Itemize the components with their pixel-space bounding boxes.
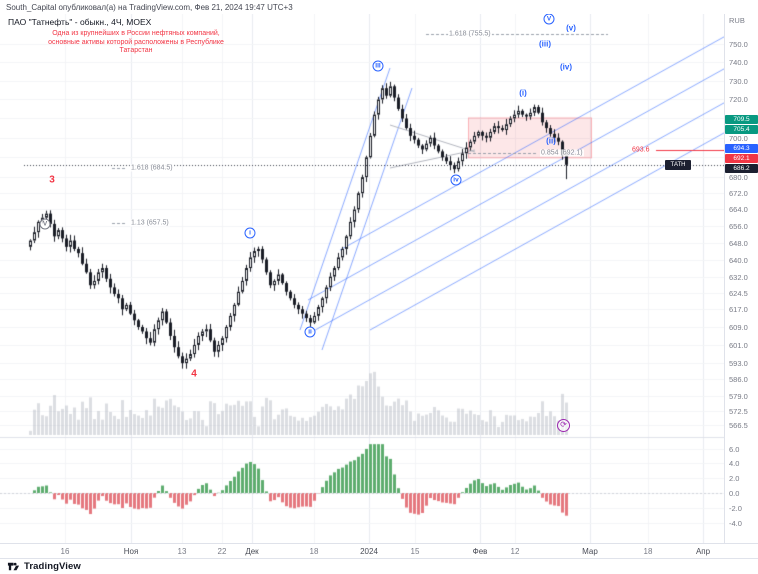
time-axis-label: Мар: [582, 547, 598, 556]
price-tick-label: 601.0: [729, 340, 748, 350]
price-tick-label: 640.0: [729, 255, 748, 265]
price-tick-label: 624.5: [729, 288, 748, 298]
price-tick-label: 740.0: [729, 58, 748, 68]
footer: TradingView: [0, 558, 758, 574]
time-axis-label: Ноя: [123, 547, 139, 556]
price-tick-label: 700.0: [729, 133, 748, 143]
indicator-tick-label: -4.0: [729, 518, 742, 528]
circular-arrow-annotation-icon: ⟳: [557, 419, 570, 432]
price-tick-label: 648.0: [729, 238, 748, 248]
time-axis[interactable]: 16 Ноя 13 22 Дек 18 2024 15 Фев 12 Мар 18 Апр: [0, 543, 758, 558]
time-axis-label: 22: [217, 547, 227, 556]
time-axis-label: 16: [60, 547, 70, 556]
time-axis-label: Дек: [245, 547, 259, 556]
time-axis-label: 18: [643, 547, 653, 556]
symbol-title: ПАО "Татнефть" - обыкн., 4Ч, MOEX: [8, 17, 152, 27]
indicator-tick-label: 4.0: [729, 459, 740, 469]
currency-label: RUB: [729, 16, 745, 25]
price-tick-label: 664.0: [729, 205, 748, 215]
time-axis-label: 18: [309, 547, 319, 556]
description-note: Одна из крупнейших в России нефтяных ком…: [36, 30, 236, 56]
indicator-tick-label: 6.0: [729, 444, 740, 454]
description-note-line-1: Одна из крупнейших в России нефтяных ком…: [52, 30, 220, 37]
price-tick-label: 720.0: [729, 95, 748, 105]
tradingview-logo-icon[interactable]: [7, 560, 20, 573]
time-axis-label: 2024: [360, 547, 378, 556]
price-tick-label: 579.0: [729, 391, 748, 401]
price-tick-label: 609.0: [729, 322, 748, 332]
price-axis[interactable]: RUB 750.0740.0730.0720.0710.0700.0690.06…: [724, 14, 758, 543]
price-badge-692.1: 692.1: [725, 154, 758, 164]
tradingview-wordmark[interactable]: TradingView: [24, 561, 81, 572]
share-header: South_Capital опубликовал(а) на TradingV…: [0, 0, 758, 14]
price-tick-label: 656.0: [729, 221, 748, 231]
price-badge-709.5: 709.5: [725, 114, 758, 124]
time-axis-label: 12: [510, 547, 520, 556]
price-tick-label: 750.0: [729, 40, 748, 49]
indicator-tick-label: 2.0: [729, 474, 740, 484]
indicator-tick-label: 0.0: [729, 489, 740, 498]
indicator-tick-label: -2.0: [729, 503, 742, 513]
price-tick-label: 566.5: [729, 421, 748, 431]
price-tick-label: 586.0: [729, 375, 748, 385]
price-tick-label: 572.5: [729, 406, 748, 416]
price-badge-694.3: 694.3: [725, 144, 758, 154]
time-axis-label: 15: [410, 547, 420, 556]
time-axis-label: Апр: [695, 547, 711, 556]
price-tick-label: 617.0: [729, 305, 748, 315]
time-axis-label: Фев: [472, 547, 488, 556]
price-badge-686.2: 686.2: [725, 164, 758, 174]
time-axis-label: 13: [177, 547, 187, 556]
description-note-line-2: основные активы которой расположены в Ре…: [48, 38, 224, 55]
price-tick-label: 730.0: [729, 76, 748, 86]
share-header-text: South_Capital опубликовал(а) на TradingV…: [6, 2, 293, 12]
price-tick-label: 593.0: [729, 359, 748, 369]
price-badge-705.4: 705.4: [725, 124, 758, 134]
price-chart-canvas[interactable]: [0, 14, 724, 543]
price-tick-label: 680.0: [729, 173, 748, 183]
price-tick-label: 632.0: [729, 272, 748, 282]
price-tick-label: 672.0: [729, 189, 748, 199]
